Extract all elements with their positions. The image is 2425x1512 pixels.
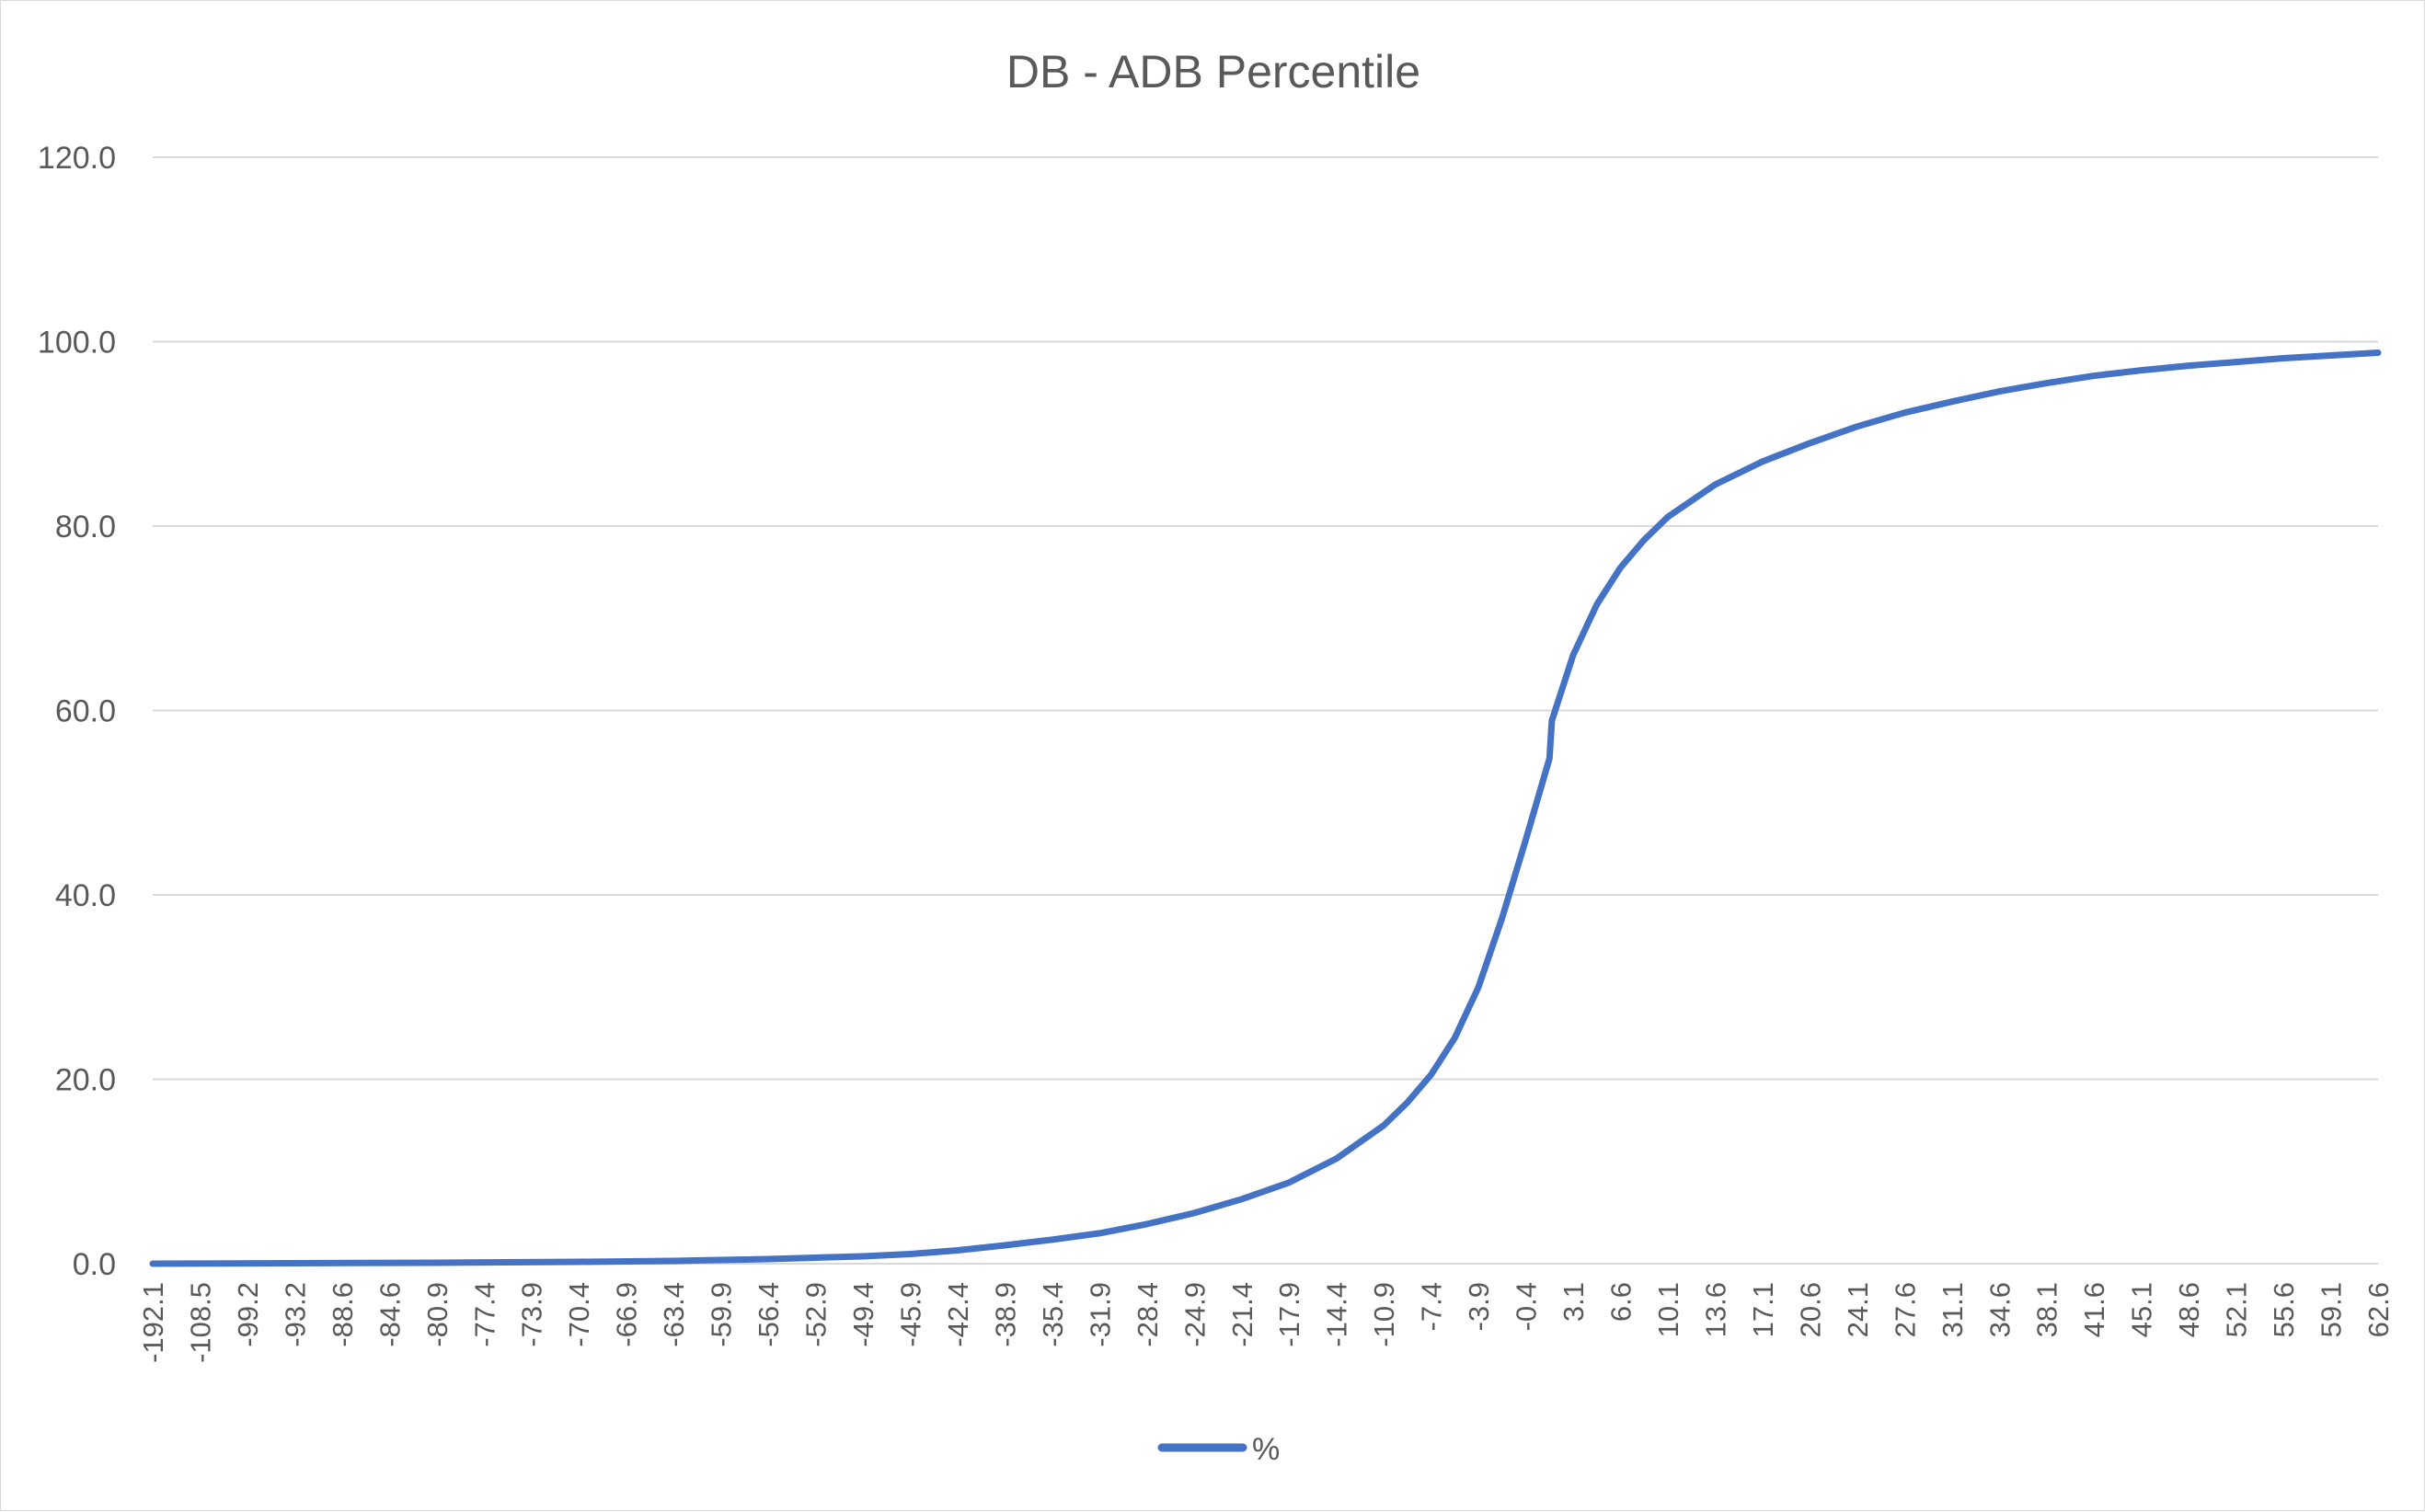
- y-tick-label: 100.0: [38, 326, 116, 361]
- x-tick-label: -80.9: [421, 1282, 454, 1347]
- x-tick-label: -63.4: [658, 1282, 690, 1347]
- x-tick-label: 24.1: [1842, 1282, 1874, 1337]
- x-tick-label: -56.4: [753, 1282, 785, 1347]
- y-axis-ticks: 0.0 20.0 40.0 60.0 80.0 100.0 120.0: [38, 141, 116, 1282]
- x-tick-label: -70.4: [563, 1282, 595, 1347]
- x-tick-label: 48.6: [2173, 1282, 2205, 1337]
- x-tick-label: 59.1: [2316, 1282, 2348, 1337]
- y-tick-label: 80.0: [55, 510, 116, 544]
- x-tick-label: -66.9: [611, 1282, 643, 1347]
- x-tick-label: 10.1: [1652, 1282, 1684, 1337]
- x-tick-label: -38.9: [989, 1282, 1021, 1347]
- x-tick-label: -99.2: [232, 1282, 264, 1347]
- x-tick-label: 34.6: [1983, 1282, 2016, 1337]
- x-tick-label: -10.9: [1368, 1282, 1400, 1347]
- x-tick-label: 45.1: [2126, 1282, 2158, 1337]
- x-tick-label: 20.6: [1794, 1282, 1826, 1337]
- x-tick-label: -24.9: [1178, 1282, 1211, 1347]
- x-tick-label: 55.6: [2268, 1282, 2300, 1337]
- y-tick-label: 20.0: [55, 1063, 116, 1098]
- y-tick-label: 0.0: [73, 1247, 116, 1282]
- x-tick-label: 31.1: [1937, 1282, 1969, 1337]
- x-tick-label: -49.4: [847, 1282, 879, 1347]
- y-tick-label: 40.0: [55, 878, 116, 913]
- x-tick-label: 17.1: [1747, 1282, 1779, 1337]
- x-tick-label: -108.5: [184, 1282, 216, 1363]
- legend: %: [1157, 1432, 1280, 1467]
- x-tick-label: -73.9: [516, 1282, 548, 1347]
- x-tick-label: -93.2: [279, 1282, 311, 1347]
- x-tick-label: -7.4: [1416, 1282, 1448, 1331]
- x-tick-label: -21.4: [1226, 1282, 1258, 1347]
- x-tick-label: 62.6: [2362, 1282, 2395, 1337]
- x-tick-label: -52.9: [800, 1282, 833, 1347]
- x-tick-label: 52.1: [2221, 1282, 2253, 1337]
- y-tick-label: 60.0: [55, 694, 116, 729]
- series-layer: [149, 349, 2382, 1267]
- x-tick-label: 38.1: [2031, 1282, 2063, 1337]
- x-tick-label: -42.4: [942, 1282, 974, 1347]
- x-tick-label: 6.6: [1605, 1282, 1638, 1322]
- x-tick-label: -77.4: [468, 1282, 500, 1347]
- chart-title: DB - ADB Percentile: [1006, 46, 1420, 97]
- x-tick-label: -45.9: [894, 1282, 926, 1347]
- x-tick-label: -0.4: [1511, 1282, 1543, 1331]
- x-tick-label: -59.9: [706, 1282, 738, 1347]
- x-tick-label: -17.9: [1273, 1282, 1305, 1347]
- x-tick-label: 13.6: [1699, 1282, 1731, 1337]
- x-tick-label: -28.4: [1132, 1282, 1164, 1347]
- x-axis-ticks: -192.1 -108.5 -99.2 -93.2 -88.6 -84.6 -80.9 -77…: [137, 1282, 2395, 1363]
- x-tick-label: 3.1: [1557, 1282, 1590, 1322]
- x-tick-label: -88.6: [327, 1282, 359, 1347]
- x-tick-label: -192.1: [137, 1282, 169, 1363]
- x-tick-label: 27.6: [1889, 1282, 1921, 1337]
- legend-label: %: [1252, 1432, 1280, 1467]
- x-tick-label: -35.4: [1037, 1282, 1069, 1347]
- x-tick-label: -3.9: [1463, 1282, 1495, 1331]
- y-tick-label: 120.0: [38, 141, 116, 176]
- x-tick-label: -14.4: [1321, 1282, 1353, 1347]
- x-tick-label: -31.9: [1084, 1282, 1116, 1347]
- x-tick-label: 41.6: [2078, 1282, 2110, 1337]
- x-tick-label: -84.6: [374, 1282, 406, 1347]
- gridlines: [153, 156, 2378, 1265]
- series-line-0: [149, 349, 2382, 1267]
